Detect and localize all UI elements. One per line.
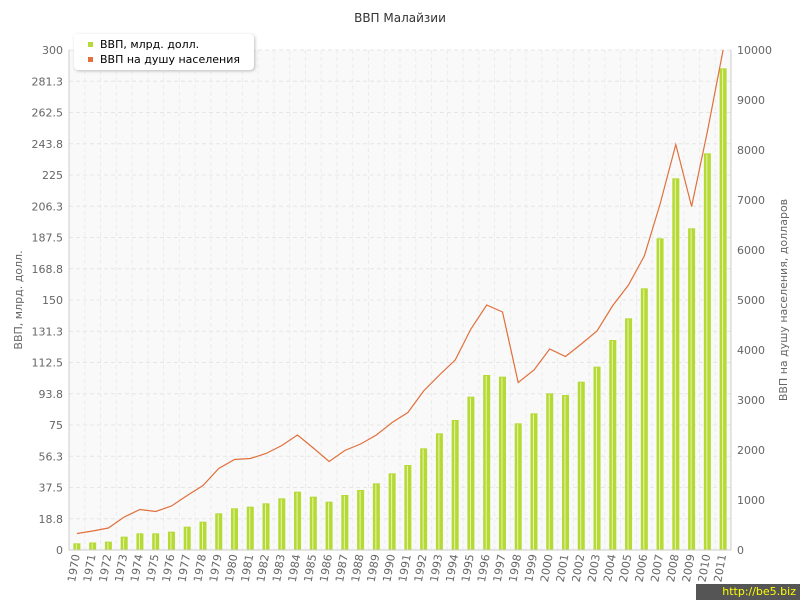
x-tick-label: 1994 — [443, 553, 461, 583]
y2-axis-label: ВВП на душу населения, долларов — [777, 199, 790, 401]
x-tick-label: 2008 — [664, 553, 682, 583]
y-tick-label: 37.5 — [39, 482, 64, 495]
x-tick-label: 1996 — [475, 553, 493, 583]
x-tick-label: 1989 — [365, 553, 383, 583]
y2-tick-label: 10000 — [737, 44, 772, 57]
y-tick-label: 187.5 — [32, 232, 64, 245]
legend-label-gdp: ВВП, млрд. долл. — [100, 38, 200, 51]
x-tick-label: 1999 — [522, 553, 540, 583]
x-tick-label: 2007 — [648, 553, 666, 583]
y-tick-label: 131.3 — [32, 325, 64, 338]
y-tick-label: 225 — [42, 169, 63, 182]
y2-tick-label: 3000 — [737, 394, 765, 407]
y-tick-label: 0 — [56, 544, 63, 557]
y2-tick-label: 4000 — [737, 344, 765, 357]
x-tick-label: 2010 — [696, 553, 714, 583]
bars — [73, 68, 727, 551]
gdp-per-capita-line — [76, 49, 724, 535]
y-tick-label: 281.3 — [32, 75, 64, 88]
y-tick-label: 262.5 — [32, 107, 64, 120]
y-tick-label: 18.8 — [39, 513, 64, 526]
x-tick-label: 2005 — [617, 553, 635, 583]
y2-tick-label: 1000 — [737, 494, 765, 507]
y2-tick-label: 8000 — [737, 144, 765, 157]
x-tick-label: 2001 — [554, 553, 572, 583]
x-tick-label: 1981 — [239, 553, 257, 583]
x-tick-label: 1995 — [459, 553, 477, 583]
y-tick-label: 150 — [42, 294, 63, 307]
x-tick-label: 1984 — [286, 553, 304, 583]
x-tick-label: 2009 — [680, 553, 698, 583]
axes — [68, 50, 732, 551]
legend: ВВП, млрд. долл. ВВП на душу населения — [74, 34, 254, 70]
y2-tick-label: 9000 — [737, 94, 765, 107]
x-tick-label: 1998 — [506, 553, 524, 583]
y2-tick-label: 7000 — [737, 194, 765, 207]
x-tick-label: 2000 — [538, 553, 556, 583]
y-tick-label: 93.8 — [39, 388, 64, 401]
x-tick-label: 1991 — [396, 553, 414, 583]
x-tick-label: 1978 — [191, 553, 209, 583]
x-tick-label: 1980 — [223, 553, 241, 583]
x-tick-label: 1971 — [81, 553, 99, 583]
y-tick-label: 75 — [49, 419, 63, 432]
x-tick-label: 1976 — [160, 553, 178, 583]
x-tick-label: 1975 — [144, 553, 162, 583]
x-tick-label: 1983 — [270, 553, 288, 583]
x-tick-label: 1985 — [302, 553, 320, 583]
x-tick-label: 1979 — [207, 553, 225, 583]
y-tick-labels: 0 18.8 37.5 56.3 75 93.8 112.5 131.3 150 168.8 187… — [32, 44, 64, 557]
x-tick-label: 1977 — [175, 553, 193, 583]
x-tick-label: 2011 — [711, 553, 729, 583]
y2-tick-label: 2000 — [737, 444, 765, 457]
x-tick-label: 1990 — [380, 553, 398, 583]
x-tick-label: 1987 — [333, 553, 351, 583]
x-tick-label: 2004 — [601, 553, 619, 583]
y-tick-label: 206.3 — [32, 200, 64, 213]
x-tick-label: 1997 — [491, 553, 509, 583]
x-tick-label: 1993 — [428, 553, 446, 583]
x-tick-label: 1992 — [412, 553, 430, 583]
x-tick-label: 2003 — [585, 553, 603, 583]
y-tick-label: 168.8 — [32, 263, 64, 276]
legend-swatch-gdp — [88, 42, 93, 47]
y2-tick-label: 5000 — [737, 294, 765, 307]
y-tick-label: 243.8 — [32, 138, 64, 151]
legend-swatch-gdp-per-capita — [88, 57, 93, 62]
x-tick-label: 1986 — [317, 553, 335, 583]
chart-title: ВВП Малайзии — [354, 11, 446, 25]
y-tick-label: 300 — [42, 44, 63, 57]
x-tick-label: 1970 — [65, 553, 83, 583]
y2-tick-label: 6000 — [737, 244, 765, 257]
legend-label-gdp-per-capita: ВВП на душу населения — [100, 53, 240, 66]
x-tick-labels: 1970197119721973197419751976197719781979… — [65, 553, 729, 583]
x-tick-label: 2006 — [633, 553, 651, 583]
x-tick-label: 1982 — [254, 553, 272, 583]
y-tick-label: 112.5 — [32, 357, 64, 370]
y2-tick-labels: 0 1000 2000 3000 4000 5000 6000 7000 8000 9000 100… — [737, 44, 772, 557]
watermark[interactable]: http://be5.biz — [696, 584, 800, 600]
x-tick-label: 1988 — [349, 553, 367, 583]
x-tick-label: 1973 — [112, 553, 130, 583]
x-tick-label: 1974 — [128, 553, 146, 583]
y-axis-label: ВВП, млрд. долл. — [12, 250, 25, 349]
x-tick-label: 2002 — [570, 553, 588, 583]
y-tick-label: 56.3 — [39, 450, 64, 463]
x-tick-label: 1972 — [97, 553, 115, 583]
y2-tick-label: 0 — [737, 544, 744, 557]
